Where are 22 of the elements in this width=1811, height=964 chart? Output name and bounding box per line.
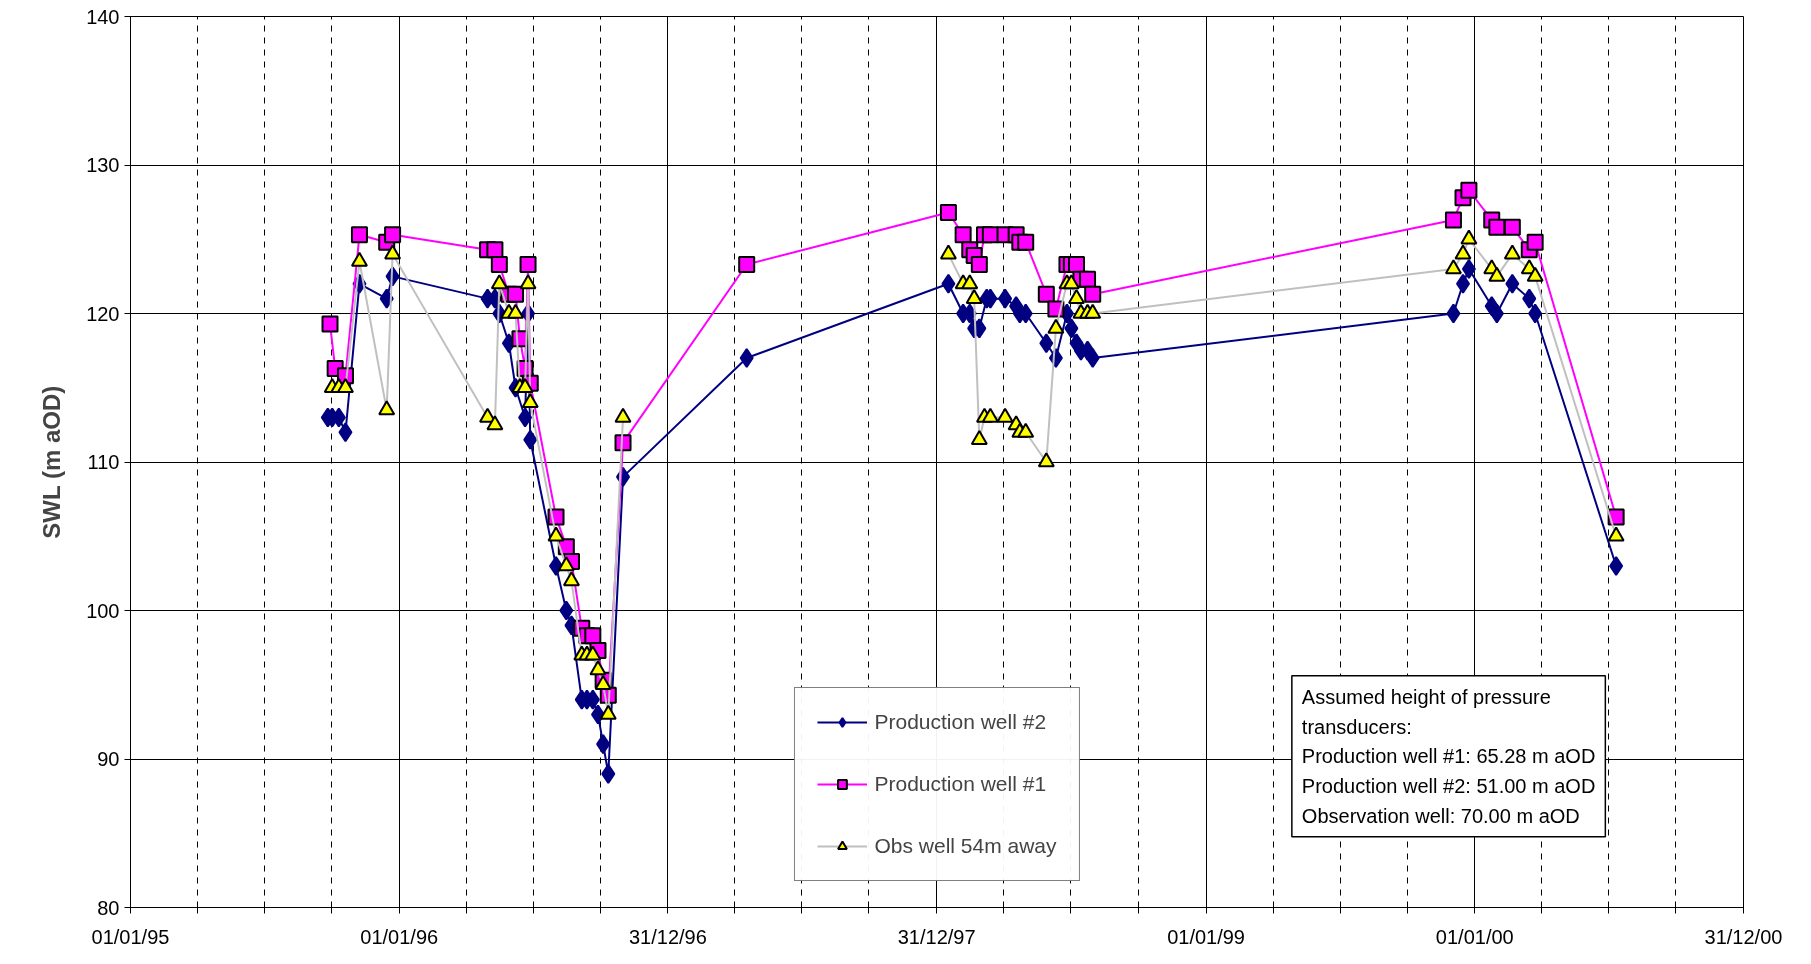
x-tick-label: 31/12/96 [629,925,707,948]
x-tick-label: 31/12/97 [897,925,976,948]
y-tick-label: 110 [87,451,120,473]
y-tick-label: 130 [86,154,120,176]
legend-label: Obs well 54m away [874,834,1057,858]
y-tick-label: 100 [86,599,120,622]
x-tick-label: 01/01/95 [91,925,170,948]
y-tick-label: 140 [86,5,120,28]
annotation: Production well #2: 51.00 m aOD [1301,774,1596,797]
y-axis-title: SWL (m aOD) [38,385,66,539]
annotation: Assumed height of pressure transducers: [1301,685,1551,738]
annotation: Observation well: 70.00 m aOD [1301,804,1580,827]
x-tick-label: 01/01/96 [360,925,439,948]
x-tick-label: 01/01/00 [1435,925,1514,948]
y-tick-label: 120 [86,302,120,325]
y-tick-label: 80 [97,896,120,919]
x-tick-label: 31/12/00 [1704,925,1783,948]
legend-label: Production well #1 [874,772,1047,796]
x-tick-label: 01/01/99 [1167,925,1246,948]
y-tick-label: 90 [97,748,120,770]
legend-label: Production well #2 [874,710,1047,734]
annotation: Production well #1: 65.28 m aOD [1301,745,1596,768]
